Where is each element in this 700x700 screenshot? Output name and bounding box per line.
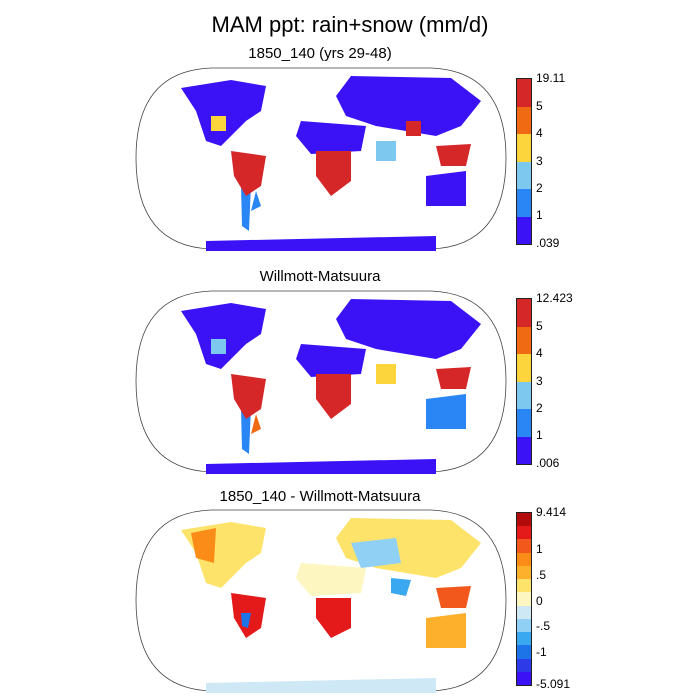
- panel-1-title: 1850_140 (yrs 29-48): [248, 45, 392, 62]
- panel-3-colorbar-cell: [517, 565, 531, 580]
- panel-3-colorbar-label: 0: [536, 593, 543, 608]
- panel-2-colorbar-cell: [517, 299, 531, 327]
- panel-1-colorbar-label: .039: [536, 236, 560, 250]
- panel-1-colorbar-cell: [517, 216, 531, 244]
- panel-3-colorbar-label: -1: [536, 645, 547, 660]
- panel-3-colorbar-cell: [517, 618, 531, 633]
- panel-2-colorbar-label: 3: [536, 373, 543, 388]
- panel-2-colorbar-label: .006: [536, 456, 560, 470]
- panel-3-colorbar-label: 1: [536, 541, 543, 556]
- panel-3-colorbar-cell: [517, 539, 531, 553]
- panel-2-colorbar-label: 4: [536, 345, 543, 360]
- panel-2-colorbar-label: 2: [536, 401, 543, 415]
- panel-2-colorbar-label: 12.423: [536, 291, 573, 305]
- panel-1-colorbar: [516, 78, 532, 245]
- panel-3-colorbar-cell: [517, 605, 531, 619]
- panel-1-colorbar-cell: [517, 134, 531, 162]
- panel-3-colorbar-label: -5.091: [536, 677, 571, 691]
- panel-2-colorbar-cell: [517, 354, 531, 382]
- panel-1-land-red: [231, 121, 471, 196]
- panel-2-colorbar-label: 5: [536, 318, 543, 333]
- panel-3-land-orange: [191, 528, 471, 638]
- panel-1-colorbar-label: 2: [536, 181, 543, 195]
- panel-2-map: [135, 290, 507, 474]
- panel-2-title: Willmott-Matsuura: [259, 268, 381, 285]
- panel-1-land-blue: [181, 76, 481, 251]
- panel-2-colorbar: [516, 298, 532, 465]
- figure-title: MAM ppt: rain+snow (mm/d): [211, 12, 489, 37]
- panel-3-colorbar: [516, 512, 532, 686]
- panel-2-colorbar-cell: [517, 409, 531, 437]
- panel-2-land-blue: [181, 299, 481, 474]
- panel-2-colorbar-cell: [517, 381, 531, 409]
- panel-3-title: 1850_140 - Willmott-Matsuura: [219, 488, 421, 505]
- panel-1-colorbar-cell: [517, 161, 531, 189]
- panel-2-colorbar-cell: [517, 436, 531, 464]
- panel-1-colorbar-label: 1: [536, 208, 543, 223]
- panel-1-colorbar-label: 3: [536, 153, 543, 168]
- panel-1-map: [135, 67, 507, 251]
- panel-3-colorbar-cell: [517, 671, 531, 686]
- panel-1-colorbar-cell: [517, 106, 531, 134]
- panel-1-colorbar-cell: [517, 189, 531, 217]
- panel-1-colorbar-cell: [517, 79, 531, 107]
- panel-3-map: [135, 509, 507, 693]
- panel-3-colorbar-cell: [517, 552, 531, 566]
- panel-3-land-blue: [206, 538, 436, 693]
- panel-1-land-light: [211, 116, 396, 211]
- panel-2-land-red: [231, 367, 471, 419]
- panel-2-colorbar-cell: [517, 326, 531, 354]
- panel-3-colorbar-cell: [517, 592, 531, 606]
- panel-3-colorbar-label: .5: [536, 567, 547, 582]
- panel-3-colorbar-cell: [517, 579, 531, 593]
- panel-3-colorbar-cell: [517, 526, 531, 540]
- panel-3-colorbar-cell: [517, 658, 531, 672]
- panel-3-colorbar-cell: [517, 645, 531, 659]
- panel-1-colorbar-label: 4: [536, 125, 543, 140]
- panel-1-colorbar-label: 19.11: [536, 71, 566, 85]
- panel-3-colorbar-label: 9.414: [536, 505, 567, 519]
- panel-3-colorbar-cell: [517, 632, 531, 646]
- panel-2-colorbar-label: 1: [536, 428, 543, 443]
- panel-3-colorbar-cell: [517, 513, 531, 527]
- panel-2-land-light: [211, 339, 396, 434]
- panel-1-colorbar-label: 5: [536, 98, 543, 113]
- panel-3-colorbar-label: -.5: [536, 619, 551, 634]
